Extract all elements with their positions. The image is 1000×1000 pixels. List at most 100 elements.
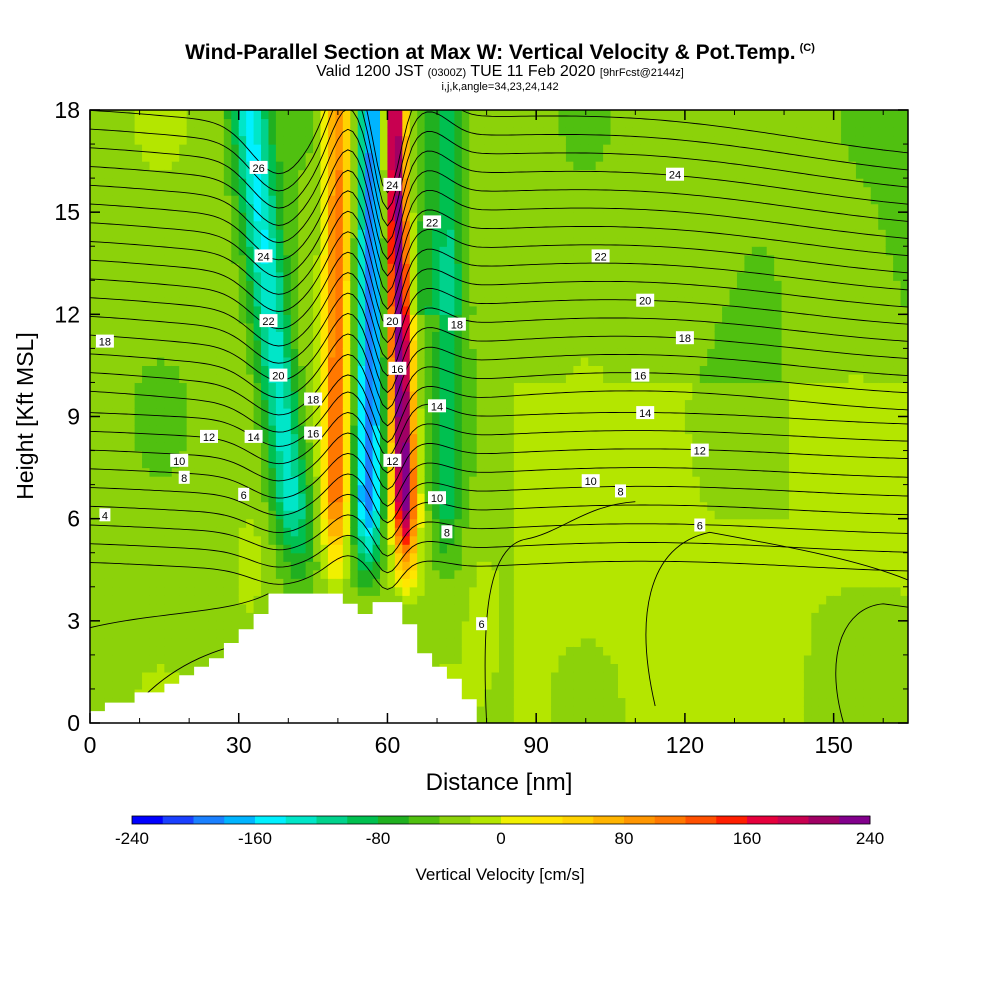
velocity-cell [506, 322, 515, 332]
velocity-cell [580, 288, 589, 298]
velocity-cell [97, 425, 106, 435]
velocity-cell [491, 212, 500, 222]
velocity-cell [424, 442, 433, 452]
velocity-cell [268, 127, 277, 137]
velocity-cell [90, 620, 99, 630]
velocity-cell [588, 518, 597, 528]
velocity-cell [424, 450, 433, 460]
velocity-cell [573, 127, 582, 137]
velocity-cell [97, 569, 106, 579]
velocity-cell [119, 399, 128, 409]
velocity-cell [119, 271, 128, 281]
velocity-cell [223, 467, 232, 477]
velocity-cell [201, 595, 210, 605]
velocity-cell [506, 510, 515, 520]
velocity-cell [290, 212, 299, 222]
velocity-cell [268, 484, 277, 494]
velocity-cell [305, 305, 314, 315]
velocity-cell [528, 527, 537, 537]
velocity-cell [573, 356, 582, 367]
velocity-cell [603, 578, 612, 588]
velocity-cell [231, 390, 240, 401]
velocity-cell [104, 688, 113, 699]
velocity-cell [461, 578, 470, 588]
velocity-cell [484, 646, 493, 656]
velocity-cell [283, 501, 292, 511]
velocity-cell [298, 407, 307, 418]
velocity-cell [357, 237, 366, 247]
velocity-cell [573, 382, 582, 392]
velocity-cell [551, 331, 560, 341]
velocity-cell [506, 586, 515, 596]
velocity-cell [134, 237, 143, 247]
velocity-cell [194, 578, 203, 588]
velocity-cell [409, 288, 418, 298]
velocity-cell [528, 280, 537, 290]
velocity-cell [402, 390, 411, 401]
velocity-cell [521, 535, 530, 545]
velocity-cell [112, 254, 121, 264]
velocity-cell [551, 229, 560, 239]
velocity-cell [313, 365, 322, 375]
velocity-cell [90, 169, 99, 179]
velocity-cell [469, 212, 478, 222]
velocity-cell [283, 212, 292, 222]
velocity-cell [469, 356, 478, 367]
velocity-cell [335, 271, 344, 281]
velocity-cell [97, 220, 106, 230]
velocity-cell [424, 535, 433, 545]
velocity-cell [357, 195, 366, 205]
velocity-cell [491, 663, 500, 673]
velocity-cell [476, 254, 485, 264]
velocity-cell [335, 561, 344, 571]
velocity-cell [506, 365, 515, 375]
velocity-cell [320, 450, 329, 460]
velocity-cell [476, 339, 485, 349]
velocity-cell [409, 356, 418, 367]
velocity-cell [372, 271, 381, 281]
velocity-cell [521, 654, 530, 664]
velocity-cell [417, 331, 426, 341]
velocity-cell [275, 416, 284, 426]
velocity-cell [573, 518, 582, 528]
velocity-cell [536, 433, 545, 443]
velocity-cell [156, 620, 165, 630]
velocity-cell [290, 382, 299, 392]
velocity-cell [149, 399, 158, 409]
velocity-cell [104, 603, 113, 613]
velocity-cell [513, 705, 522, 716]
velocity-cell [275, 161, 284, 171]
velocity-cell [484, 671, 493, 682]
velocity-cell [134, 493, 143, 503]
velocity-cell [536, 561, 545, 571]
velocity-cell [305, 297, 314, 307]
velocity-cell [499, 705, 508, 716]
velocity-cell [439, 220, 448, 230]
velocity-cell [275, 339, 284, 349]
velocity-cell [164, 322, 173, 332]
velocity-cell [506, 493, 515, 503]
velocity-cell [156, 314, 165, 324]
velocity-cell [119, 407, 128, 418]
velocity-cell [588, 493, 597, 503]
velocity-cell [201, 501, 210, 511]
velocity-cell [127, 373, 136, 384]
velocity-cell [536, 680, 545, 690]
velocity-cell [484, 212, 493, 222]
velocity-cell [97, 186, 106, 196]
velocity-cell [290, 561, 299, 571]
velocity-cell [394, 212, 403, 222]
velocity-cell [156, 518, 165, 528]
velocity-cell [357, 544, 366, 554]
velocity-cell [402, 237, 411, 247]
velocity-cell [499, 212, 508, 222]
velocity-cell [305, 161, 314, 171]
velocity-cell [536, 637, 545, 647]
velocity-cell [127, 450, 136, 460]
velocity-cell [283, 271, 292, 281]
velocity-cell [171, 169, 180, 179]
velocity-cell [179, 135, 188, 145]
velocity-cell [313, 169, 322, 179]
velocity-cell [238, 152, 247, 162]
velocity-cell [335, 288, 344, 298]
